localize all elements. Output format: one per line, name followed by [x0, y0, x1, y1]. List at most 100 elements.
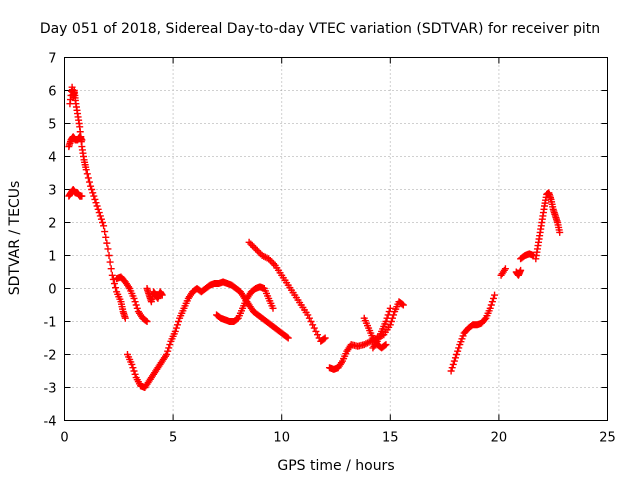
data-point: [481, 315, 489, 323]
data-point: [450, 357, 458, 365]
axis-ticks: 0 5 10 15 20 25 -4 -3 -2 -1 0 1 2 3 4 5 6 7: [44, 52, 616, 446]
data-point: [112, 284, 120, 292]
x-axis-label: GPS time / hours: [277, 458, 394, 474]
data-point: [245, 238, 253, 246]
data-point: [304, 311, 312, 319]
data-point: [142, 317, 150, 325]
data-point: [487, 301, 495, 309]
data-point: [309, 321, 317, 329]
data-point: [110, 280, 118, 288]
data-point: [91, 195, 99, 203]
plot-frame: [64, 57, 608, 421]
series-s11: [369, 304, 394, 352]
data-point: [451, 354, 459, 362]
data-point: [284, 334, 292, 342]
data-point: [517, 266, 525, 274]
data-point: [102, 233, 110, 241]
data-point: [121, 314, 129, 322]
x-tick-label: 10: [273, 431, 290, 446]
data-point: [128, 360, 136, 368]
series-s14: [512, 266, 525, 279]
data-point: [491, 291, 499, 299]
data-point: [143, 318, 151, 325]
series-s12: [447, 291, 499, 375]
data-point: [130, 294, 138, 302]
data-point: [386, 321, 394, 329]
y-tick-label: 3: [48, 184, 56, 199]
data-point: [270, 260, 278, 268]
data-point: [103, 239, 111, 247]
data-point: [97, 215, 105, 223]
data-point: [255, 248, 263, 256]
x-tick-label: 20: [491, 431, 508, 446]
data-point: [383, 314, 391, 322]
y-tick-label: 7: [48, 52, 56, 67]
data-point: [382, 341, 390, 349]
series-s4: [113, 273, 151, 325]
data-point: [78, 192, 86, 200]
data-point: [253, 247, 261, 255]
data-point: [171, 327, 179, 335]
y-tick-label: -4: [44, 415, 57, 430]
data-point: [455, 344, 463, 352]
data-point: [82, 166, 90, 174]
data-point: [305, 314, 313, 322]
data-point: [269, 304, 277, 312]
data-point: [83, 170, 91, 178]
data-point: [556, 228, 564, 236]
data-point: [283, 333, 291, 341]
data-point: [268, 258, 276, 266]
x-tick-label: 15: [382, 431, 399, 446]
y-tick-label: 6: [48, 85, 56, 100]
data-point: [399, 301, 407, 309]
data-point: [131, 370, 139, 378]
data-point: [384, 311, 392, 319]
data-point: [92, 199, 100, 207]
y-tick-label: 1: [48, 250, 56, 265]
y-tick-label: -2: [44, 349, 57, 364]
data-point: [501, 265, 509, 273]
data-point: [261, 253, 269, 261]
data-point: [172, 324, 180, 332]
data-point: [488, 298, 496, 306]
data-point: [252, 245, 260, 253]
data-point: [448, 364, 456, 372]
data-point: [88, 186, 96, 193]
series-s5: [143, 285, 166, 306]
data-point: [108, 271, 116, 279]
data-point: [381, 341, 389, 349]
y-tick-label: -3: [44, 382, 57, 397]
data-point: [158, 291, 166, 299]
data-point: [454, 347, 462, 355]
data-point: [101, 228, 109, 236]
x-tick-label: 25: [599, 431, 616, 446]
data-point: [310, 324, 318, 332]
data-point: [89, 189, 97, 197]
data-point: [312, 327, 320, 335]
data-point: [321, 334, 329, 342]
data-point: [307, 318, 315, 325]
data-point: [95, 209, 103, 217]
data-point: [165, 344, 173, 352]
x-tick-label: 5: [169, 431, 177, 446]
series-s7: [213, 283, 277, 325]
data-point: [248, 242, 256, 250]
data-point: [87, 182, 95, 190]
series-s13: [497, 265, 509, 279]
series-s15: [517, 250, 538, 263]
y-tick-label: -1: [44, 316, 57, 331]
data-point: [175, 318, 183, 325]
y-tick-label: 0: [48, 283, 56, 298]
data-point: [382, 318, 390, 325]
data-point: [398, 300, 406, 308]
y-tick-label: 2: [48, 217, 56, 232]
data-point: [453, 351, 461, 358]
data-point: [386, 304, 394, 312]
data-point: [99, 219, 107, 226]
series-s8: [245, 238, 329, 345]
data-point: [447, 367, 455, 375]
data-point: [133, 304, 141, 312]
data-point: [130, 367, 138, 375]
data-point: [106, 258, 114, 266]
